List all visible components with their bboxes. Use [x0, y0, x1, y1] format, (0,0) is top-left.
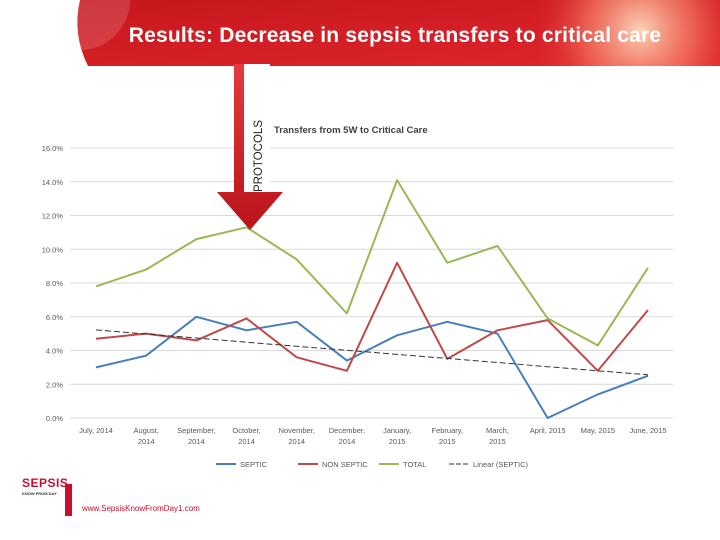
x-tick-label: April, 2015 — [530, 426, 566, 435]
slide-title: Results: Decrease in sepsis transfers to… — [128, 24, 662, 47]
y-tick-label: 2.0% — [46, 380, 63, 389]
y-tick-label: 8.0% — [46, 279, 63, 288]
series-line-total — [95, 179, 649, 347]
legend: SEPTIC NON SEPTIC TOTAL Linear (SEPTIC) — [216, 460, 529, 469]
x-tick-label: July, 2014 — [79, 426, 113, 435]
logo-one-bar — [65, 484, 72, 516]
x-tick-label: October, 2014 — [232, 426, 260, 446]
protocols-label: PROTOCOLS — [253, 120, 265, 192]
x-tick-label: March, 2015 — [486, 426, 509, 446]
logo-word: SEPSIS — [22, 476, 69, 490]
x-tick-label: August, 2014 — [133, 426, 158, 446]
legend-label: SEPTIC — [240, 460, 268, 469]
y-tick-label: 4.0% — [46, 347, 63, 356]
y-tick-label: 14.0% — [42, 178, 64, 187]
y-tick-label: 6.0% — [46, 313, 63, 322]
x-tick-label: May, 2015 — [581, 426, 615, 435]
legend-label: TOTAL — [403, 460, 426, 469]
gridlines — [70, 147, 673, 419]
series-line-septic — [95, 315, 649, 419]
x-axis-ticks: July, 2014 August, 2014 September, 2014 Octob… — [79, 426, 666, 446]
x-tick-label: December, 2014 — [329, 426, 365, 446]
x-tick-label: September, 2014 — [177, 426, 215, 446]
y-tick-label: 0.0% — [46, 414, 63, 423]
y-axis-ticks: 0.0% 2.0% 4.0% 6.0% 8.0% 10.0% 12.0% 14.0% 16.0% — [42, 144, 64, 423]
y-tick-label: 16.0% — [42, 144, 64, 153]
x-tick-label: February, 2015 — [431, 426, 463, 446]
protocols-label-box — [244, 64, 270, 192]
x-tick-label: June, 2015 — [629, 426, 666, 435]
x-tick-label: January, 2015 — [383, 426, 411, 446]
protocols-callout: PROTOCOLS — [217, 64, 283, 230]
logo-subtext: KNOW FROM DAY — [22, 491, 57, 496]
x-tick-label: November, 2014 — [279, 426, 315, 446]
series-line-non-septic — [95, 261, 649, 372]
series-line-linear-septic — [95, 329, 649, 376]
title-banner: Results: Decrease in sepsis transfers to… — [0, 0, 720, 66]
chart-title: Transfers from 5W to Critical Care — [274, 125, 428, 136]
footer-url[interactable]: www.SepsisKnowFromDay1.com — [82, 504, 200, 513]
sepsis-logo: SEPSIS KNOW FROM DAY — [22, 474, 78, 516]
y-tick-label: 12.0% — [42, 212, 64, 221]
banner-background — [0, 0, 720, 66]
legend-label: Linear (SEPTIC) — [473, 460, 529, 469]
series-lines — [95, 179, 649, 419]
y-tick-label: 10.0% — [42, 245, 64, 254]
legend-label: NON SEPTIC — [322, 460, 368, 469]
